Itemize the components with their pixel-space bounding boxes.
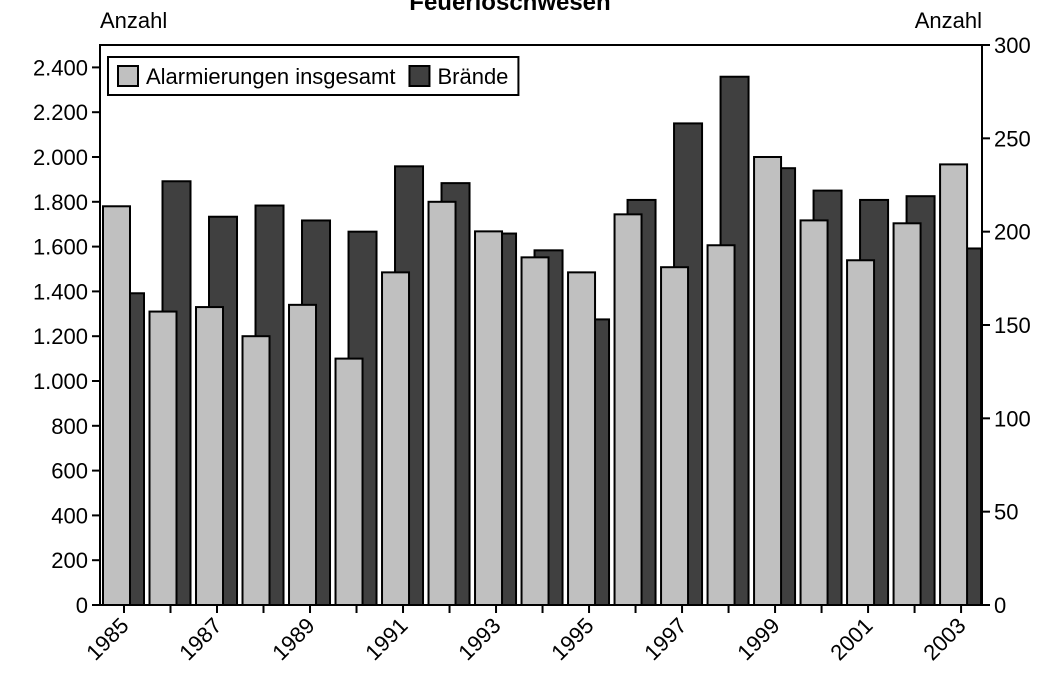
x-tick-label: 1995 xyxy=(546,613,598,665)
x-tick-label: 1993 xyxy=(453,613,505,665)
bar xyxy=(381,271,411,606)
bar xyxy=(241,335,271,606)
y-tick-label: 1.400 xyxy=(33,279,88,304)
bar xyxy=(567,271,597,606)
x-tick-label: 1987 xyxy=(174,613,226,665)
bar xyxy=(799,219,829,606)
y-tick-label: 2.000 xyxy=(33,145,88,170)
y-tick-label: 1.600 xyxy=(33,235,88,260)
bar xyxy=(195,306,225,606)
legend-swatch xyxy=(117,65,139,87)
bar xyxy=(474,230,504,606)
legend-box xyxy=(107,56,520,96)
bar xyxy=(288,303,318,606)
y-tick-label: 1.800 xyxy=(33,190,88,215)
y-tick-label: 800 xyxy=(51,414,88,439)
bar xyxy=(520,256,550,606)
bar xyxy=(939,163,969,606)
y-tick-label: 200 xyxy=(51,548,88,573)
y-tick-label: 2.400 xyxy=(33,55,88,80)
x-tick-label: 1999 xyxy=(732,613,784,665)
bar xyxy=(660,266,690,606)
x-tick-label: 2001 xyxy=(825,613,877,665)
y-tick-label: 1.200 xyxy=(33,324,88,349)
x-tick-label: 2003 xyxy=(918,613,970,665)
bar xyxy=(613,213,643,606)
bar xyxy=(846,259,876,606)
legend-swatch xyxy=(408,65,431,87)
y2-tick-label: 300 xyxy=(994,33,1031,58)
x-tick-label: 1997 xyxy=(639,613,691,665)
y2-tick-label: 50 xyxy=(994,500,1018,525)
legend-label: Alarmierungen insgesamt xyxy=(146,64,395,89)
bar xyxy=(753,156,783,606)
chart-title: Feuerlöschwesen xyxy=(409,0,610,16)
bar xyxy=(427,200,457,607)
y-tick-label: 600 xyxy=(51,459,88,484)
y2-tick-label: 100 xyxy=(994,406,1031,431)
y-tick-label: 0 xyxy=(76,593,88,618)
y-tick-label: 400 xyxy=(51,503,88,528)
bar xyxy=(148,310,178,606)
y2-tick-label: 200 xyxy=(994,220,1031,245)
x-tick-label: 1985 xyxy=(81,613,133,665)
y2-tick-label: 0 xyxy=(994,593,1006,618)
x-tick-label: 1991 xyxy=(360,613,412,665)
x-tick-label: 1989 xyxy=(267,613,319,665)
y-axis-label: Anzahl xyxy=(100,8,167,33)
bar xyxy=(892,222,922,607)
y2-axis-label: Anzahl xyxy=(915,8,982,33)
bar xyxy=(102,205,131,606)
bar xyxy=(334,357,364,606)
bar xyxy=(706,244,736,606)
y2-tick-label: 150 xyxy=(994,313,1031,338)
y-tick-label: 2.200 xyxy=(33,100,88,125)
y2-tick-label: 250 xyxy=(994,126,1031,151)
legend-label: Brände xyxy=(437,64,508,89)
y-tick-label: 1.000 xyxy=(33,369,88,394)
